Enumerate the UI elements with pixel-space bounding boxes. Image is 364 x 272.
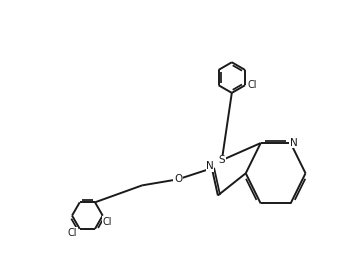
Text: Cl: Cl bbox=[68, 228, 77, 238]
Text: S: S bbox=[218, 155, 225, 165]
Text: Cl: Cl bbox=[103, 217, 112, 227]
Text: O: O bbox=[174, 174, 182, 184]
Text: N: N bbox=[206, 161, 214, 171]
Text: Cl: Cl bbox=[248, 80, 257, 90]
Text: N: N bbox=[289, 138, 297, 148]
